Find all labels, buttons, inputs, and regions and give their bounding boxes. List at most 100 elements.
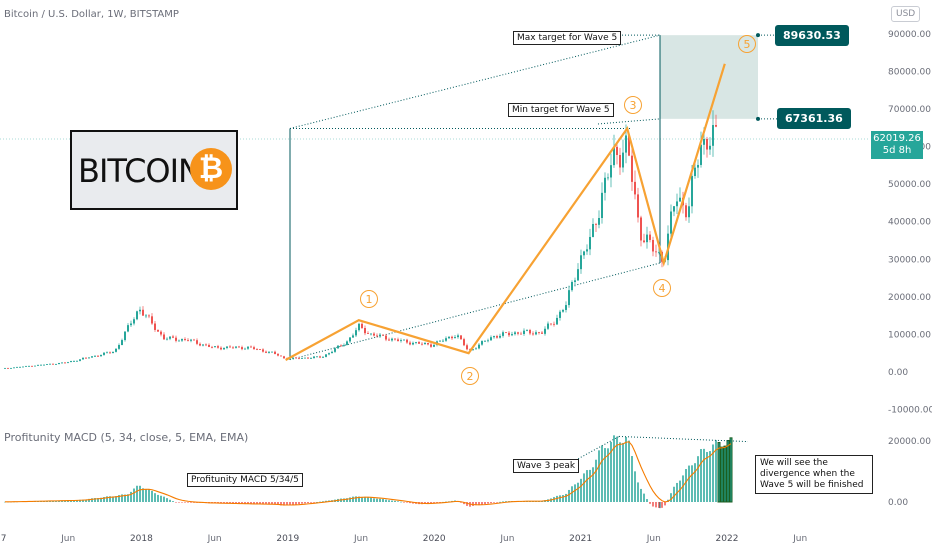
candle-body	[403, 339, 405, 341]
candle-body	[454, 337, 456, 339]
candle-body	[391, 338, 393, 341]
divergence-annotation: We will see the divergence when the Wave…	[755, 455, 873, 494]
candle-body	[448, 336, 450, 339]
macd-annotation: Profitunity MACD 5/34/5	[187, 473, 303, 487]
candle-body	[109, 352, 111, 354]
candle-body	[322, 356, 324, 358]
candle-body	[313, 356, 315, 359]
macd-bar	[391, 500, 393, 502]
macd-bar	[109, 496, 111, 502]
price-axis-tick: 30000.00	[888, 255, 931, 265]
candle-body	[124, 331, 126, 341]
candle-body	[316, 356, 318, 358]
candle-body	[301, 357, 303, 359]
candle-body	[487, 340, 489, 342]
price-axis-tick: 40000.00	[888, 218, 931, 228]
candle-body	[409, 342, 411, 345]
macd-bar	[723, 445, 727, 503]
macd-divergence-line	[618, 435, 749, 443]
candle-body	[703, 138, 705, 145]
candle-body	[502, 332, 504, 336]
candle-body	[268, 351, 270, 353]
macd-bar	[496, 502, 498, 503]
currency-badge[interactable]: USD	[891, 6, 921, 22]
candle-body	[220, 347, 222, 350]
macd-bar	[286, 502, 288, 506]
min-target-label: 67361.36	[777, 108, 851, 129]
macd-bar	[481, 502, 483, 505]
macd-bar	[361, 496, 363, 502]
candle-body	[139, 309, 141, 312]
macd-bar	[364, 496, 366, 502]
macd-bar	[715, 440, 717, 502]
candle-body	[637, 194, 639, 218]
macd-bar	[295, 502, 297, 505]
candle-body	[319, 356, 321, 358]
max-target-annotation: Max target for Wave 5	[513, 31, 622, 45]
macd-bar	[190, 502, 192, 503]
candle-body	[490, 337, 492, 341]
candle-body	[37, 364, 39, 366]
candle-body	[574, 280, 576, 282]
wave-label-1: 1	[360, 290, 378, 308]
candle-body	[148, 315, 150, 317]
candle-body	[70, 361, 72, 363]
candle-body	[523, 330, 525, 334]
candle-body	[406, 339, 408, 343]
macd-bar	[82, 499, 84, 502]
candle-body	[568, 290, 570, 306]
macd-bar	[178, 502, 180, 503]
price-candles	[4, 110, 717, 369]
candle-body	[550, 323, 552, 325]
candle-body	[442, 340, 444, 342]
macd-bar	[484, 502, 486, 505]
candle-body	[475, 348, 477, 350]
fib-top-line	[289, 34, 661, 129]
candle-body	[229, 346, 231, 348]
candle-body	[646, 234, 648, 243]
candle-body	[64, 362, 66, 364]
candle-body	[562, 309, 564, 312]
macd-bar	[187, 502, 189, 503]
candle-body	[73, 361, 75, 362]
candle-body	[514, 332, 516, 335]
candle-body	[271, 351, 273, 353]
macd-bar	[232, 502, 234, 504]
candle-body	[118, 345, 120, 349]
current-price-label: 62019.26 5d 8h	[871, 131, 923, 159]
price-axis-tick: 80000.00	[888, 67, 931, 77]
candle-body	[265, 351, 267, 353]
candle-body	[631, 155, 633, 182]
macd-bar	[688, 465, 690, 502]
candle-body	[127, 325, 129, 332]
macd-bar	[322, 501, 324, 502]
candle-body	[274, 351, 276, 354]
candle-body	[61, 362, 63, 364]
macd-bar	[175, 502, 177, 503]
macd-bar	[130, 491, 132, 502]
time-axis-tick: Jun	[499, 534, 514, 544]
macd-bar	[574, 484, 576, 502]
macd-bar	[622, 442, 624, 502]
candle-body	[586, 249, 588, 252]
wave-label-5: 5	[738, 35, 756, 53]
candle-body	[46, 364, 48, 365]
macd-bar	[717, 442, 721, 503]
time-axis-tick: 2022	[716, 534, 739, 544]
wave-label-4: 4	[653, 279, 671, 297]
macd-bar	[379, 498, 381, 502]
candle-body	[175, 337, 177, 341]
candle-body	[130, 323, 132, 326]
candle-body	[211, 346, 213, 348]
candle-body	[694, 167, 696, 177]
macd-bar	[157, 494, 159, 502]
candle-body	[241, 347, 243, 350]
candle-body	[619, 155, 621, 168]
candle-body	[58, 362, 60, 365]
macd-bar	[349, 497, 351, 502]
bitcoin-logo-box: BITCOIN ₿	[70, 130, 238, 210]
macd-bar	[619, 442, 621, 502]
candle-body	[337, 345, 339, 349]
macd-bar	[238, 502, 240, 504]
candle-body	[388, 339, 390, 341]
